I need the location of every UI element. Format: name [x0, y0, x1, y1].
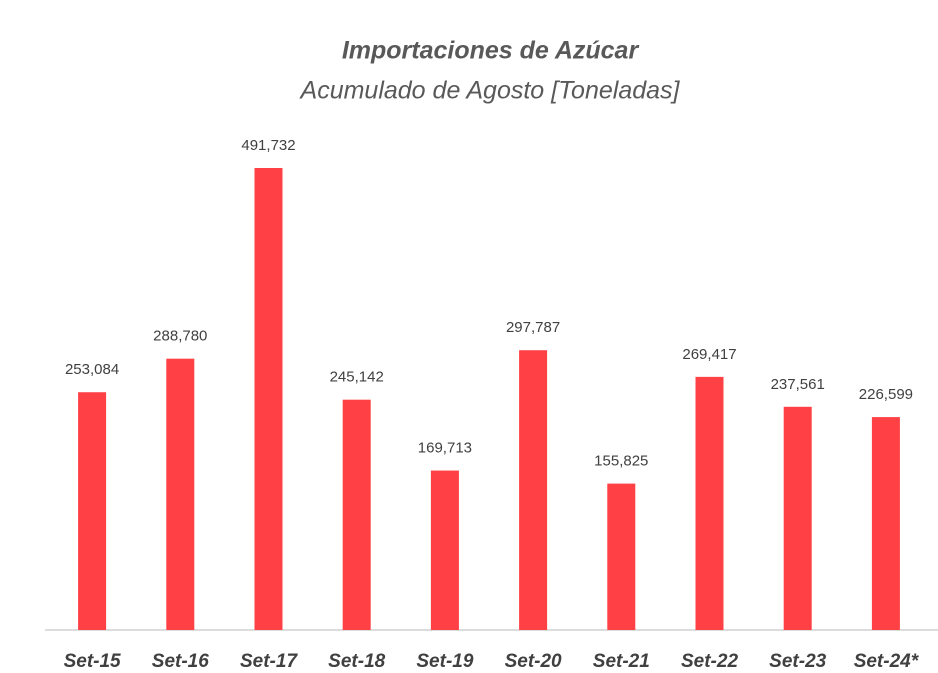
- x-tick-label: Set-15: [64, 651, 121, 672]
- bar: [519, 350, 548, 630]
- bar: [342, 399, 371, 630]
- bar: [166, 358, 195, 630]
- value-label: 226,599: [859, 386, 913, 403]
- value-label: 245,142: [330, 369, 384, 386]
- bar: [871, 417, 900, 630]
- value-label: 269,417: [682, 346, 736, 363]
- x-tick-label: Set-17: [240, 651, 298, 672]
- value-label: 253,084: [65, 361, 119, 378]
- x-tick-label: Set-20: [505, 651, 562, 672]
- value-label: 288,780: [153, 328, 207, 345]
- x-tick-label: Set-21: [593, 651, 650, 672]
- chart-title: Importaciones de Azúcar: [342, 37, 640, 65]
- value-label: 155,825: [594, 453, 648, 470]
- x-tick-label: Set-16: [152, 651, 209, 672]
- bar: [607, 483, 636, 630]
- bar: [695, 376, 724, 630]
- value-label: 237,561: [771, 376, 825, 393]
- bar: [254, 168, 283, 630]
- bar: [430, 470, 459, 630]
- x-tick-label: Set-19: [416, 651, 473, 672]
- x-tick-label: Set-23: [769, 651, 826, 672]
- bar: [78, 392, 107, 630]
- x-tick-label: Set-22: [681, 651, 738, 672]
- value-label: 169,713: [418, 440, 472, 457]
- value-label: 491,732: [241, 137, 295, 154]
- value-label: 297,787: [506, 319, 560, 336]
- x-tick-label: Set-24*: [854, 651, 920, 672]
- bar: [783, 406, 812, 630]
- x-tick-label: Set-18: [328, 651, 385, 672]
- chart-subtitle: Acumulado de Agosto [Toneladas]: [299, 77, 681, 105]
